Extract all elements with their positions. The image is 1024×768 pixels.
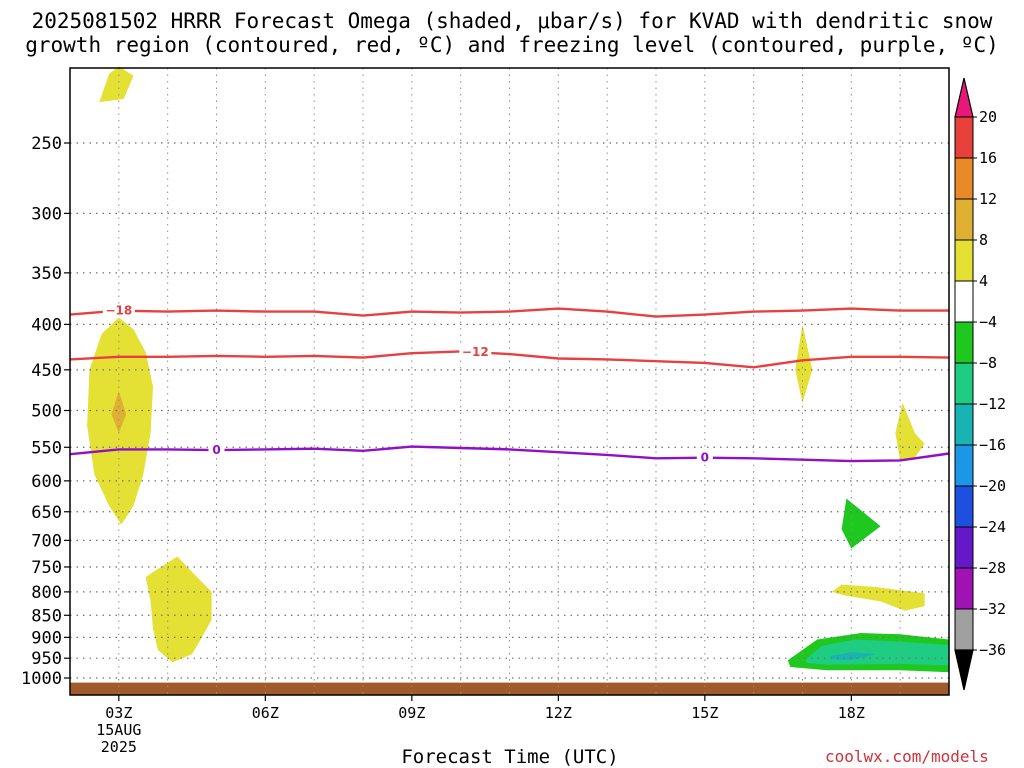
y-tick-label-400: 400	[31, 315, 62, 335]
y-tick-label-300: 300	[31, 204, 62, 224]
colorbar-label-13: −36	[979, 641, 1006, 659]
y-tick-label-1000: 1000	[21, 669, 62, 689]
colorbar-segment-1	[954, 116, 974, 159]
colorbar-label-5: −4	[979, 313, 997, 331]
y-tick-label-350: 350	[31, 264, 62, 284]
y-tick-label-950: 950	[31, 649, 62, 669]
colorbar-label-4: 4	[979, 272, 988, 290]
colorbar-segment-4	[954, 239, 974, 282]
contour-dendritic-0	[69, 307, 949, 318]
colorbar-label-7: −12	[979, 395, 1006, 413]
y-tick-label-750: 750	[31, 558, 62, 578]
contour-layer: −18 −12 0 0	[69, 303, 950, 465]
colorbar-label-8: −16	[979, 436, 1006, 454]
colorbar-segment-2	[954, 157, 974, 200]
colorbar-label-12: −32	[979, 600, 1006, 618]
colorbar-segment-12	[954, 567, 974, 610]
contour-label-1-0: −12	[462, 345, 489, 359]
colorbar-bottom-triangle	[954, 649, 974, 691]
colorbar-segment-3	[954, 198, 974, 241]
contour-label-2-1: 0	[701, 451, 709, 465]
contour-label-0-0: −18	[105, 304, 132, 318]
x-tick-label-18: 18Z	[838, 704, 865, 722]
omega-shading-layer	[87, 66, 949, 673]
grid-layer	[70, 68, 949, 695]
colorbar-segment-8	[954, 403, 974, 446]
y-tick-label-600: 600	[31, 472, 62, 492]
colorbar-label-9: −20	[979, 477, 1006, 495]
colorbar-label-6: −8	[979, 354, 997, 372]
colorbar-segment-6	[954, 321, 974, 364]
colorbar-segment-5	[954, 280, 974, 323]
y-tick-label-850: 850	[31, 606, 62, 626]
y-tick-label-900: 900	[31, 628, 62, 648]
colorbar-segment-10	[954, 485, 974, 528]
contour-dendritic-1	[69, 350, 950, 369]
contour-label-2-0: 0	[212, 443, 220, 457]
x-tick-label-9: 09Z	[398, 704, 425, 722]
omega-region-5	[895, 402, 925, 462]
chart-title-line-1: 2025081502 HRRR Forecast Omega (shaded, …	[31, 9, 993, 33]
omega-region-3	[145, 556, 212, 663]
contour-label-bg-1-0	[459, 345, 492, 360]
terrain-layer	[70, 682, 949, 695]
watermark: coolwx.com/models	[825, 747, 989, 766]
colorbar-segment-13	[954, 608, 974, 651]
chart-title: 2025081502 HRRR Forecast Omega (shaded, …	[0, 9, 1024, 57]
plot-frame	[69, 67, 950, 696]
colorbar: 20 16 12 8 4 −4 −8 −12 −16 −20 −24 −28 −32 −36	[954, 77, 1006, 691]
colorbar-label-3: 8	[979, 231, 988, 249]
y-tick-label-450: 450	[31, 361, 62, 381]
contour-label-bg-0-0	[102, 303, 135, 318]
x-tick-label-3: 03Z	[105, 704, 132, 722]
x-date-label: 15AUG	[96, 721, 141, 739]
x-tick-label-15: 15Z	[691, 704, 718, 722]
x-year-label: 2025	[101, 738, 137, 756]
omega-region-7	[841, 498, 881, 549]
contour-label-bg-2-1	[696, 450, 713, 465]
terrain-strip	[70, 682, 949, 695]
x-axis-label: Forecast Time (UTC)	[401, 746, 619, 768]
colorbar-segment-11	[954, 526, 974, 569]
omega-region-2	[111, 390, 127, 433]
chart-title-line-2: growth region (contoured, red, ºC) and f…	[25, 33, 999, 57]
omega-region-10	[829, 652, 876, 661]
colorbar-segment-7	[954, 362, 974, 405]
omega-region-4	[795, 324, 813, 403]
y-tick-label-500: 500	[31, 402, 62, 422]
colorbar-label-10: −24	[979, 518, 1006, 536]
omega-region-6	[831, 584, 925, 611]
y-tick-label-650: 650	[31, 503, 62, 523]
axes-layer: 2503003504004505005506006507007508008509…	[21, 67, 950, 756]
colorbar-label-1: 16	[979, 149, 997, 167]
omega-region-0	[99, 66, 134, 103]
colorbar-top-triangle	[954, 77, 974, 118]
y-tick-label-250: 250	[31, 134, 62, 154]
x-tick-label-6: 06Z	[252, 704, 279, 722]
y-tick-label-550: 550	[31, 438, 62, 458]
colorbar-label-2: 12	[979, 190, 997, 208]
y-tick-label-700: 700	[31, 531, 62, 551]
y-tick-label-800: 800	[31, 583, 62, 603]
colorbar-segment-9	[954, 444, 974, 487]
x-tick-label-12: 12Z	[545, 704, 572, 722]
colorbar-label-11: −28	[979, 559, 1006, 577]
colorbar-label-0: 20	[979, 108, 997, 126]
contour-label-bg-2-0	[208, 443, 225, 458]
